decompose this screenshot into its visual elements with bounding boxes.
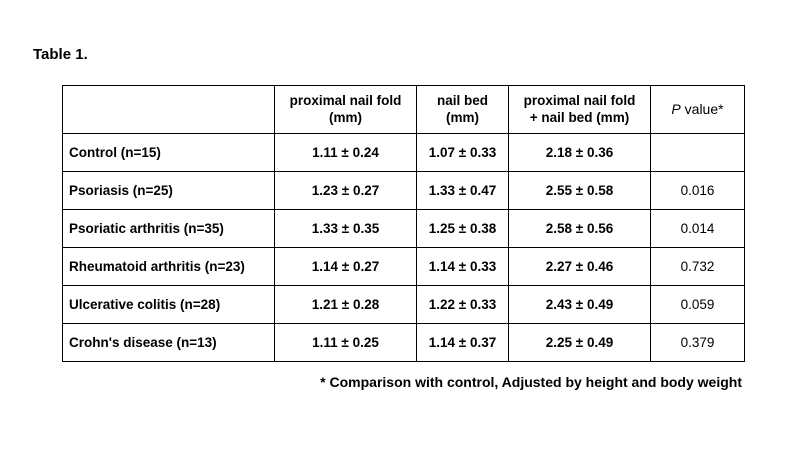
cell-sum: 2.27 ± 0.46 bbox=[508, 247, 651, 286]
table-header-row: proximal nail fold (mm) nail bed (mm) pr… bbox=[62, 85, 745, 134]
table-row-psoriatic-arthritis: Psoriatic arthritis (n=35) 1.33 ± 0.35 1… bbox=[62, 209, 745, 248]
table-row-psoriasis: Psoriasis (n=25) 1.23 ± 0.27 1.33 ± 0.47… bbox=[62, 171, 745, 210]
cell-p-value: 0.016 bbox=[650, 171, 745, 210]
table-row-rheumatoid-arthritis: Rheumatoid arthritis (n=23) 1.14 ± 0.27 … bbox=[62, 247, 745, 286]
cell-nail-bed: 1.14 ± 0.37 bbox=[416, 323, 509, 362]
row-label: Ulcerative colitis (n=28) bbox=[62, 285, 275, 324]
cell-nail-bed: 1.22 ± 0.33 bbox=[416, 285, 509, 324]
cell-p-value: 0.059 bbox=[650, 285, 745, 324]
header-nail-bed: nail bed (mm) bbox=[416, 85, 509, 134]
table-footnote: * Comparison with control, Adjusted by h… bbox=[320, 374, 742, 390]
cell-nail-bed: 1.33 ± 0.47 bbox=[416, 171, 509, 210]
row-label: Control (n=15) bbox=[62, 133, 275, 172]
table-row-ulcerative-colitis: Ulcerative colitis (n=28) 1.21 ± 0.28 1.… bbox=[62, 285, 745, 324]
table-row-control: Control (n=15) 1.11 ± 0.24 1.07 ± 0.33 2… bbox=[62, 133, 745, 172]
cell-sum: 2.58 ± 0.56 bbox=[508, 209, 651, 248]
cell-proximal-nail-fold: 1.23 ± 0.27 bbox=[274, 171, 417, 210]
cell-nail-bed: 1.07 ± 0.33 bbox=[416, 133, 509, 172]
cell-p-value: 0.014 bbox=[650, 209, 745, 248]
table-title: Table 1. bbox=[33, 46, 88, 63]
cell-nail-bed: 1.25 ± 0.38 bbox=[416, 209, 509, 248]
cell-sum: 2.25 ± 0.49 bbox=[508, 323, 651, 362]
cell-p-value: 0.732 bbox=[650, 247, 745, 286]
cell-proximal-nail-fold: 1.11 ± 0.25 bbox=[274, 323, 417, 362]
cell-sum: 2.18 ± 0.36 bbox=[508, 133, 651, 172]
cell-proximal-nail-fold: 1.11 ± 0.24 bbox=[274, 133, 417, 172]
row-label: Crohn's disease (n=13) bbox=[62, 323, 275, 362]
table-row-crohns-disease: Crohn's disease (n=13) 1.11 ± 0.25 1.14 … bbox=[62, 323, 745, 362]
cell-proximal-nail-fold: 1.21 ± 0.28 bbox=[274, 285, 417, 324]
cell-p-value bbox=[650, 133, 745, 172]
cell-nail-bed: 1.14 ± 0.33 bbox=[416, 247, 509, 286]
p-value-italic-p: P bbox=[671, 100, 681, 117]
cell-proximal-nail-fold: 1.14 ± 0.27 bbox=[274, 247, 417, 286]
header-proximal-nail-fold: proximal nail fold (mm) bbox=[274, 85, 417, 134]
cell-proximal-nail-fold: 1.33 ± 0.35 bbox=[274, 209, 417, 248]
cell-sum: 2.55 ± 0.58 bbox=[508, 171, 651, 210]
cell-p-value: 0.379 bbox=[650, 323, 745, 362]
cell-sum: 2.43 ± 0.49 bbox=[508, 285, 651, 324]
header-empty bbox=[62, 85, 275, 134]
measurements-table: proximal nail fold (mm) nail bed (mm) pr… bbox=[62, 85, 745, 362]
header-sum: proximal nail fold + nail bed (mm) bbox=[508, 85, 651, 134]
row-label: Psoriasis (n=25) bbox=[62, 171, 275, 210]
p-value-rest: value* bbox=[680, 100, 724, 117]
row-label: Rheumatoid arthritis (n=23) bbox=[62, 247, 275, 286]
row-label: Psoriatic arthritis (n=35) bbox=[62, 209, 275, 248]
header-p-value: P value* bbox=[650, 85, 745, 134]
